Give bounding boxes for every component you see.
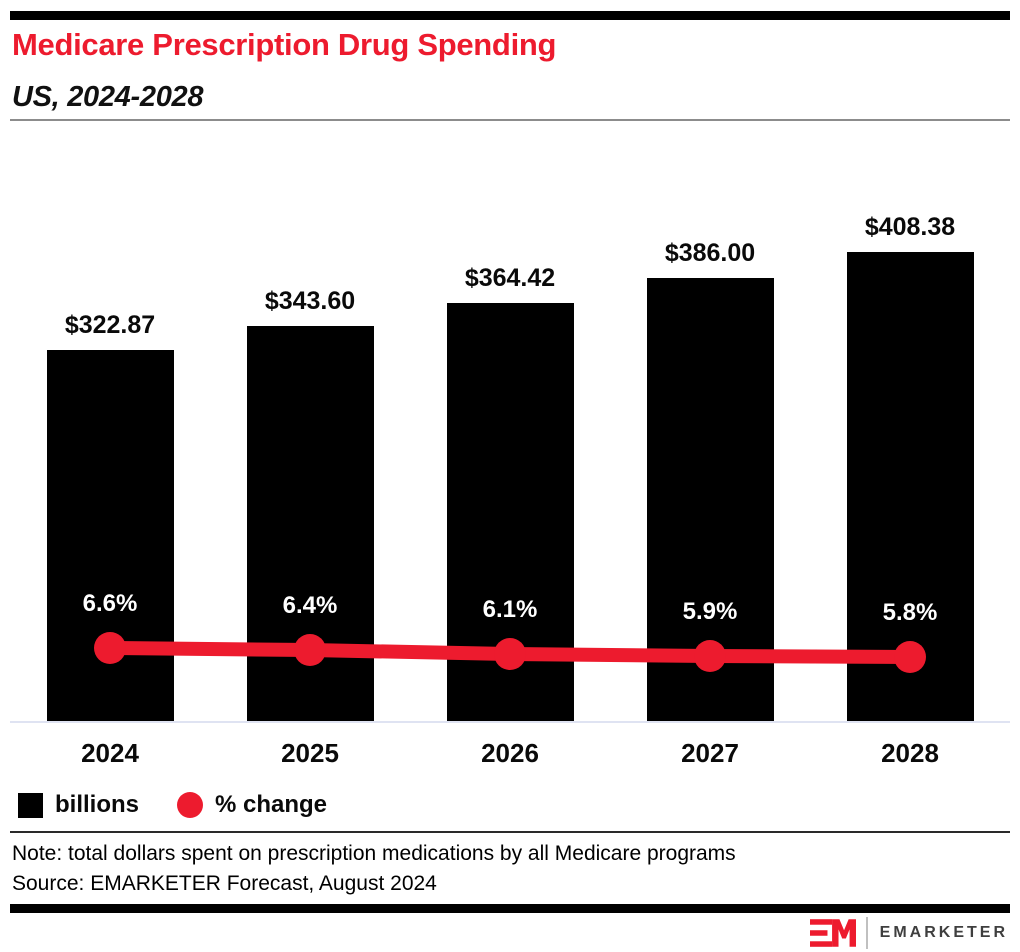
- pct-change-label-2024: 6.6%: [82, 590, 138, 617]
- footnote-divider: [10, 831, 1010, 833]
- pct-change-label-2028: 5.8%: [882, 599, 938, 626]
- percent-change-swatch-icon: [177, 792, 203, 818]
- x-axis: 2024 2025 2026 2027 2028: [10, 738, 1010, 770]
- bar-value-label-2028: $408.38: [864, 213, 956, 241]
- x-tick-label-2025: 2025: [281, 738, 339, 768]
- bar-value-label-2024: $322.87: [64, 311, 156, 339]
- x-tick-label-2028: 2028: [881, 738, 939, 768]
- trend-marker-2027: [694, 640, 726, 672]
- bar-value-label-2026: $364.42: [464, 264, 556, 292]
- bar-value-label-2027: $386.00: [664, 239, 756, 267]
- legend: billions % change: [18, 791, 327, 819]
- source-text: Source: EMARKETER Forecast, August 2024: [12, 872, 437, 895]
- trend-marker-2028: [894, 641, 926, 673]
- pct-change-label-2026: 6.1%: [482, 596, 538, 623]
- x-tick-label-2024: 2024: [81, 738, 139, 768]
- legend-label-billions: billions: [55, 791, 139, 818]
- trend-marker-2025: [294, 634, 326, 666]
- chart-subtitle: US, 2024-2028: [12, 81, 204, 113]
- top-accent-bar: [10, 11, 1010, 20]
- x-tick-label-2026: 2026: [481, 738, 539, 768]
- pct-change-label-2027: 5.9%: [682, 598, 738, 625]
- billions-swatch-icon: [18, 792, 43, 818]
- emarketer-monogram-icon: [809, 919, 856, 947]
- percent-change-trend-line: [94, 632, 926, 673]
- bar-value-label-2025: $343.60: [264, 287, 356, 315]
- trend-marker-2026: [494, 638, 526, 670]
- chart-title: Medicare Prescription Drug Spending: [12, 27, 557, 62]
- pct-change-label-2025: 6.4%: [282, 592, 338, 619]
- logo-divider: [865, 917, 868, 949]
- chart-area: $322.87 $343.60 $364.42 $386.00 $408.38 6.6% 6…: [10, 120, 1010, 723]
- emarketer-wordmark: EMARKETER: [879, 924, 1008, 941]
- trend-marker-2024: [94, 632, 126, 664]
- bottom-accent-bar: [10, 904, 1010, 913]
- legend-label-percent-change: % change: [215, 791, 328, 818]
- emarketer-logo: EMARKETER: [809, 917, 1008, 949]
- header-divider: [10, 119, 1010, 121]
- x-tick-label-2027: 2027: [681, 738, 739, 768]
- note-text: Note: total dollars spent on prescriptio…: [12, 842, 736, 865]
